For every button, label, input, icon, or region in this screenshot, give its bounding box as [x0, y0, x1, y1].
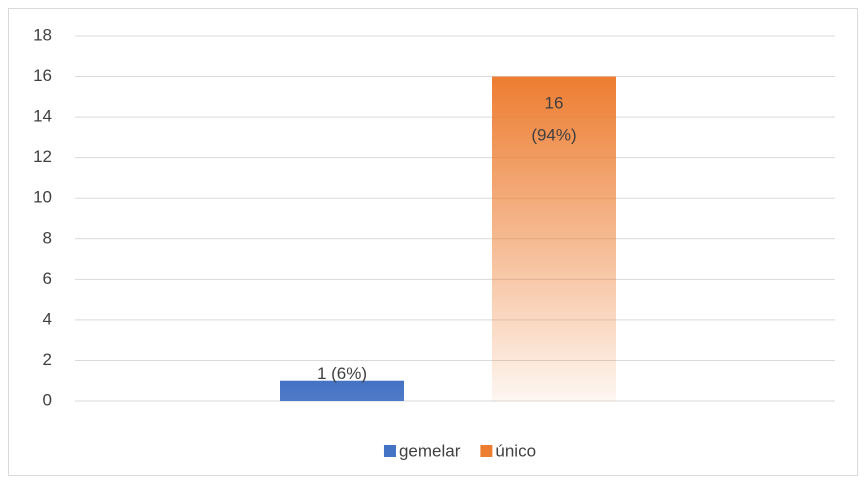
y-tick-label: 2 — [43, 350, 52, 369]
y-tick-label: 8 — [43, 228, 52, 247]
y-tick-label: 18 — [33, 25, 52, 44]
legend-swatch — [383, 445, 396, 457]
y-tick-label: 4 — [43, 309, 52, 328]
bar — [280, 380, 404, 401]
y-tick-label: 12 — [33, 147, 52, 166]
bar — [492, 76, 616, 402]
y-tick-label: 10 — [33, 188, 52, 207]
data-label: 1 (6%) — [317, 364, 367, 383]
legend-label: gemelar — [399, 441, 461, 460]
y-tick-label: 14 — [33, 107, 52, 126]
y-tick-label: 16 — [33, 66, 52, 85]
y-tick-label: 6 — [43, 269, 52, 288]
legend-label: único — [495, 441, 536, 460]
data-label: 16 (94%) — [531, 94, 576, 145]
legend: gemelar único — [383, 441, 536, 460]
legend-swatch — [480, 445, 493, 457]
chart-border — [8, 8, 858, 476]
y-tick-label: 0 — [43, 390, 52, 409]
